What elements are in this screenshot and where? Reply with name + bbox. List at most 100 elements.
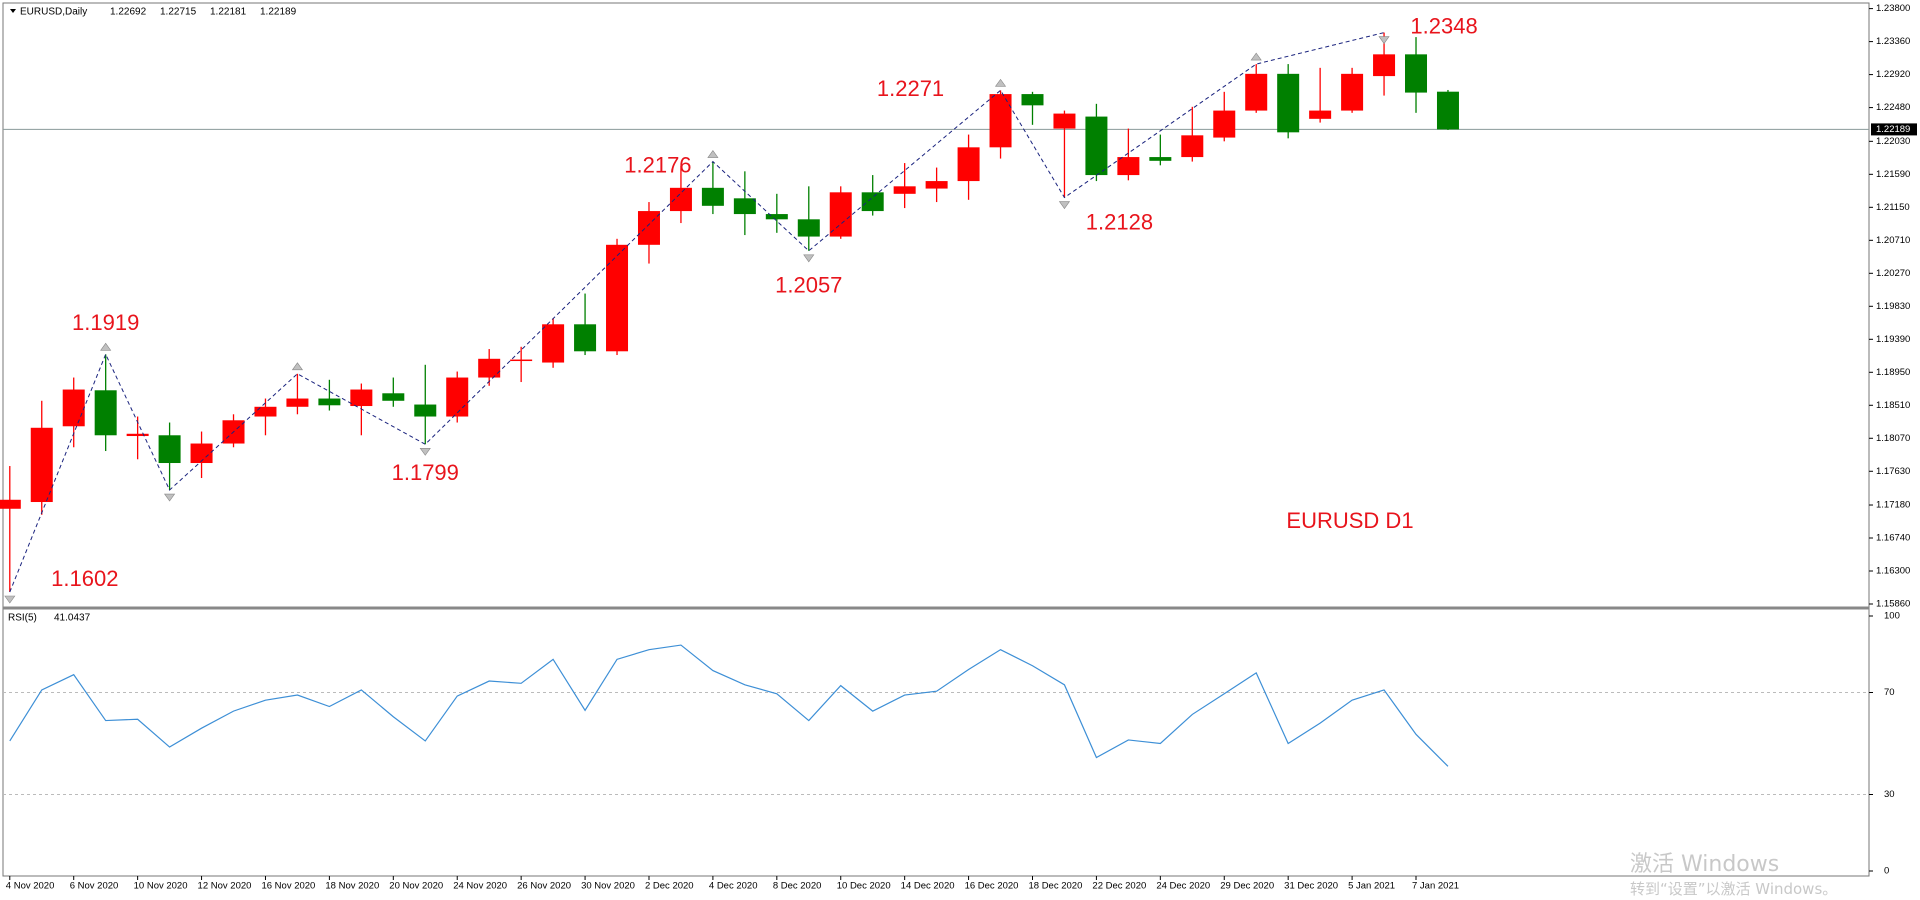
x-tick-label: 29 Dec 2020 [1220, 881, 1274, 892]
zigzag-arrow [1058, 201, 1071, 210]
x-tick-label: 30 Nov 2020 [581, 881, 635, 892]
candle-body [1405, 54, 1428, 93]
zigzag-label: 1.2057 [775, 273, 842, 298]
candle-body [861, 192, 884, 212]
y-tick-label: 30 [1884, 789, 1895, 800]
x-tick-label: 2 Dec 2020 [645, 881, 694, 892]
y-tick-label: 70 [1884, 687, 1895, 698]
zigzag-label: 1.1799 [392, 460, 459, 485]
candle-body [1213, 110, 1236, 138]
watermark-title: 激活 Windows [1630, 852, 1780, 877]
x-tick-label: 5 Jan 2021 [1348, 881, 1395, 892]
candle-body [957, 147, 980, 182]
x-tick-label: 24 Dec 2020 [1156, 881, 1210, 892]
zigzag-arrow [994, 78, 1007, 87]
candle-body [414, 404, 437, 417]
candle-body [829, 192, 852, 237]
candle-body [733, 198, 756, 215]
candle-body [1149, 157, 1172, 161]
candle-body [669, 187, 692, 212]
candle-body [1181, 135, 1204, 158]
price-label-bg [1871, 123, 1917, 136]
x-tick-label: 20 Nov 2020 [389, 881, 443, 892]
zigzag-arrow [419, 447, 431, 456]
zigzag-arrow [803, 254, 815, 263]
candle-body [989, 94, 1012, 148]
y-tick-label: 1.23800 [1876, 3, 1910, 14]
x-tick-label: 18 Nov 2020 [325, 881, 379, 892]
y-tick-label: 1.20270 [1876, 268, 1910, 279]
zigzag-label: 1.2348 [1410, 13, 1477, 38]
candle-body [158, 435, 181, 464]
y-tick-label: 1.18510 [1876, 400, 1910, 411]
candle-body [574, 324, 597, 352]
chart-title: EURUSD,Daily [20, 7, 87, 18]
zigzag-arrow [1250, 52, 1262, 61]
x-tick-label: 8 Dec 2020 [773, 881, 822, 892]
candle-body [350, 389, 373, 407]
y-tick-label: 100 [1884, 611, 1900, 622]
header-value: 1.22189 [260, 7, 297, 18]
zigzag-label: 1.1919 [72, 310, 139, 335]
candle-body [542, 324, 565, 363]
candle-body [510, 359, 533, 362]
y-tick-label: 1.16300 [1876, 566, 1910, 577]
x-tick-label: 31 Dec 2020 [1284, 881, 1338, 892]
x-tick-label: 4 Nov 2020 [6, 881, 55, 892]
candle-body [286, 398, 309, 407]
x-tick-label: 4 Dec 2020 [709, 881, 758, 892]
y-tick-label: 1.23360 [1876, 36, 1910, 47]
header-value: 1.22181 [210, 7, 247, 18]
y-tick-label: 1.18070 [1876, 433, 1910, 444]
candle-body [1053, 113, 1076, 129]
x-tick-label: 7 Jan 2021 [1412, 881, 1459, 892]
x-tick-label: 10 Nov 2020 [134, 881, 188, 892]
y-tick-label: 0 [1884, 866, 1889, 877]
y-tick-label: 1.21590 [1876, 169, 1910, 180]
candle-body [30, 427, 53, 503]
candle-body [701, 187, 724, 206]
y-tick-label: 1.20710 [1876, 235, 1910, 246]
x-tick-label: 26 Nov 2020 [517, 881, 571, 892]
candle-body [382, 393, 405, 401]
candle-body [1309, 110, 1332, 119]
candle-body [1341, 73, 1364, 111]
x-tick-label: 16 Dec 2020 [965, 881, 1019, 892]
y-tick-label: 1.22480 [1876, 102, 1910, 113]
rsi-value: 41.0437 [54, 613, 91, 624]
candle-body [925, 181, 948, 189]
header-value: 1.22692 [110, 7, 147, 18]
x-tick-label: 14 Dec 2020 [901, 881, 955, 892]
zigzag-label: 1.1602 [51, 566, 118, 591]
candle-body [318, 398, 341, 406]
zigzag-line [9, 32, 1385, 593]
candle-body [1373, 54, 1396, 77]
x-tick-label: 24 Nov 2020 [453, 881, 507, 892]
rsi-title: RSI(5) [8, 613, 37, 624]
candle-body [1245, 73, 1268, 111]
y-tick-label: 1.19390 [1876, 334, 1910, 345]
menu-arrow [10, 9, 16, 13]
candle-body [1436, 91, 1459, 130]
candle-body [62, 389, 85, 427]
x-tick-label: 18 Dec 2020 [1028, 881, 1082, 892]
candle-body [637, 211, 660, 245]
y-tick-label: 1.22920 [1876, 69, 1910, 80]
chart-label: EURUSD D1 [1286, 508, 1413, 533]
candle-body [190, 443, 213, 464]
candle-body [1117, 157, 1140, 176]
zigzag-arrow [707, 150, 719, 158]
y-tick-label: 1.21150 [1876, 202, 1910, 213]
candle-body [893, 186, 916, 194]
watermark: 激活 Windows 转到“设置”以激活 Windows。 [1630, 846, 1837, 899]
zigzag-arrow [100, 342, 112, 351]
zigzag-label: 1.2176 [624, 152, 691, 177]
zigzag-arrow [291, 362, 304, 371]
price-label: 1.22189 [1876, 124, 1910, 135]
y-tick-label: 1.19830 [1876, 301, 1910, 312]
candle-body [797, 219, 820, 237]
y-tick-label: 1.17180 [1876, 500, 1910, 511]
frame [2, 2, 1870, 877]
